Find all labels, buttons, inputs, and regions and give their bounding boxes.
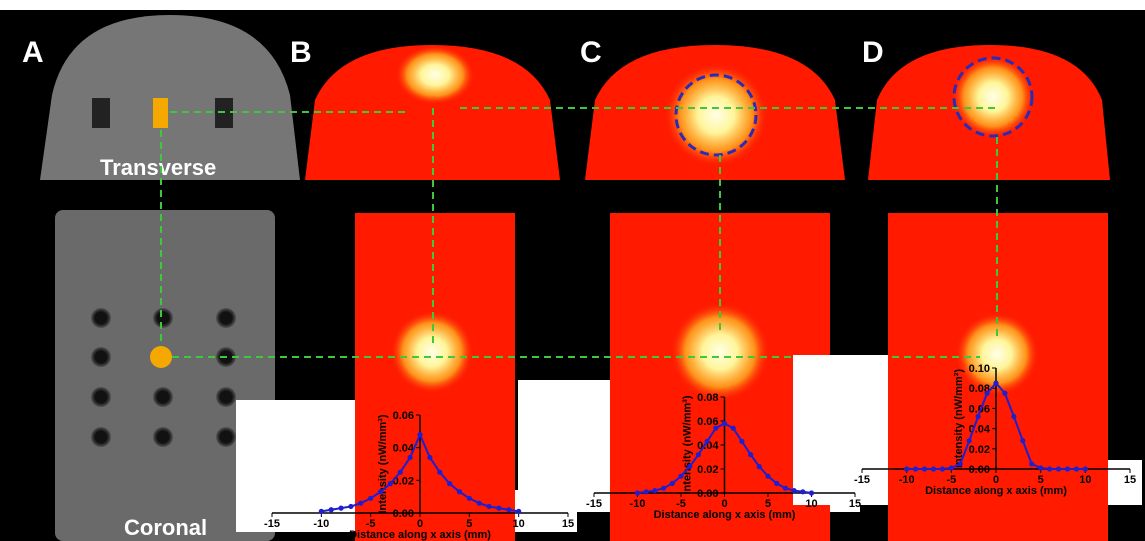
- data-point: [368, 496, 373, 501]
- x-tick-label: -15: [586, 498, 602, 510]
- data-point: [922, 466, 927, 471]
- data-point: [348, 504, 353, 509]
- y-axis-label: Intensity (nW/mm³): [377, 414, 389, 513]
- data-point: [467, 496, 472, 501]
- data-point: [378, 489, 383, 494]
- x-tick-label: -15: [264, 518, 280, 530]
- x-tick-label: 10: [513, 518, 525, 530]
- y-tick-label: 0.10: [969, 363, 990, 375]
- data-point: [417, 432, 422, 437]
- y-tick-label: 0.00: [393, 508, 414, 520]
- data-point: [705, 439, 710, 444]
- y-tick-label: 0.02: [969, 444, 990, 456]
- data-point: [338, 506, 343, 511]
- data-point: [329, 507, 334, 512]
- data-point: [967, 438, 972, 443]
- source-marker: [150, 346, 172, 368]
- panel-label: D: [862, 36, 884, 69]
- x-tick-label: -10: [313, 518, 329, 530]
- data-point: [652, 488, 657, 493]
- data-point: [678, 474, 683, 479]
- y-tick-label: 0.00: [969, 464, 990, 476]
- x-tick-label: 10: [1079, 474, 1091, 486]
- data-point: [748, 452, 753, 457]
- hole: [92, 98, 110, 128]
- data-point: [993, 381, 998, 386]
- data-point: [358, 501, 363, 506]
- data-point: [388, 481, 393, 486]
- panel-label: C: [580, 36, 602, 69]
- x-tick-label: 10: [805, 498, 817, 510]
- data-point: [644, 489, 649, 494]
- data-point: [976, 414, 981, 419]
- data-point: [1047, 466, 1052, 471]
- data-point: [1074, 466, 1079, 471]
- data-point: [398, 470, 403, 475]
- data-point: [635, 490, 640, 495]
- data-point: [687, 464, 692, 469]
- x-axis-label: Distance along x axis (mm): [925, 485, 1067, 497]
- data-point: [437, 470, 442, 475]
- data-point: [765, 474, 770, 479]
- data-point: [1029, 461, 1034, 466]
- data-point: [904, 466, 909, 471]
- data-point: [774, 481, 779, 486]
- data-point: [1065, 466, 1070, 471]
- data-point: [477, 501, 482, 506]
- data-point: [731, 426, 736, 431]
- data-point: [800, 489, 805, 494]
- panel-label: B: [290, 36, 312, 69]
- data-point: [696, 452, 701, 457]
- y-tick-label: 0.06: [393, 410, 414, 422]
- y-tick-label: 0.02: [697, 464, 718, 476]
- data-point: [457, 489, 462, 494]
- data-point: [1011, 414, 1016, 419]
- data-point: [1056, 466, 1061, 471]
- data-point: [931, 466, 936, 471]
- data-point: [783, 486, 788, 491]
- data-point: [506, 507, 511, 512]
- data-point: [940, 466, 945, 471]
- data-point: [722, 421, 727, 426]
- data-point: [661, 486, 666, 491]
- x-tick-label: 15: [562, 518, 574, 530]
- x-tick-label: -15: [854, 474, 870, 486]
- data-point: [984, 391, 989, 396]
- data-point: [427, 455, 432, 460]
- data-point: [713, 426, 718, 431]
- x-axis-label: Distance along x axis (mm): [654, 509, 796, 521]
- data-point: [1038, 465, 1043, 470]
- data-point: [792, 488, 797, 493]
- y-tick-label: 0.08: [697, 392, 718, 404]
- y-tick-label: 0.00: [697, 488, 718, 500]
- data-point: [1002, 391, 1007, 396]
- data-point: [516, 509, 521, 514]
- y-axis-label: Intensity (nW/mm³): [953, 369, 965, 468]
- data-point: [670, 481, 675, 486]
- data-point: [1020, 438, 1025, 443]
- data-point: [408, 455, 413, 460]
- data-point: [958, 461, 963, 466]
- source-marker: [153, 98, 168, 128]
- y-axis-label: Intensity (nW/mm³): [682, 395, 694, 494]
- view-label: Transverse: [100, 155, 216, 180]
- x-tick-label: 15: [1124, 474, 1136, 486]
- panel-label: A: [22, 36, 44, 69]
- x-tick-label: -10: [899, 474, 915, 486]
- data-point: [913, 466, 918, 471]
- data-point: [447, 481, 452, 486]
- data-point: [319, 509, 324, 514]
- x-tick-label: 15: [849, 498, 861, 510]
- data-point: [496, 506, 501, 511]
- data-point: [809, 490, 814, 495]
- x-axis-label: Distance along x axis (mm): [349, 529, 491, 541]
- view-label: Coronal: [124, 515, 207, 540]
- data-point: [486, 504, 491, 509]
- data-point: [757, 464, 762, 469]
- data-point: [739, 439, 744, 444]
- figure: A Transverse Coronal B C D 0.000.020.040…: [0, 0, 1145, 541]
- data-point: [1083, 466, 1088, 471]
- data-point: [949, 465, 954, 470]
- x-tick-label: -10: [630, 498, 646, 510]
